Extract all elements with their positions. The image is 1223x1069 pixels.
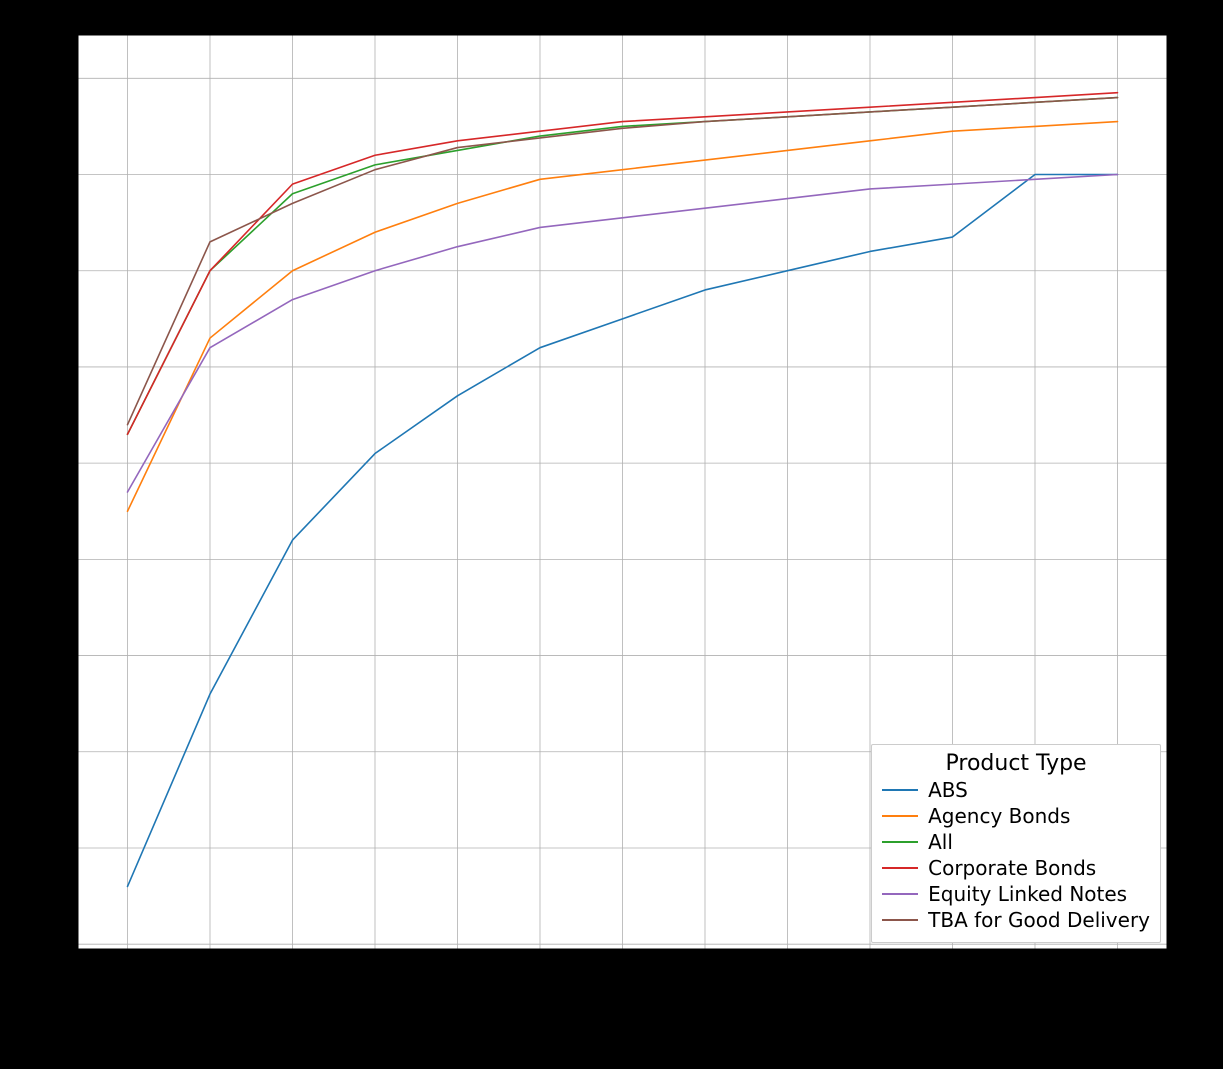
legend-swatch [882,867,918,869]
legend-swatch [882,919,918,921]
legend-row: TBA for Good Delivery [882,908,1150,932]
legend-swatch [882,893,918,895]
legend-row: Equity Linked Notes [882,882,1150,906]
legend-rows: ABSAgency BondsAllCorporate BondsEquity … [882,778,1150,932]
legend-row: ABS [882,778,1150,802]
legend-label: Corporate Bonds [928,856,1096,880]
legend-row: Agency Bonds [882,804,1150,828]
legend: Product Type ABSAgency BondsAllCorporate… [871,744,1161,943]
legend-label: Agency Bonds [928,804,1070,828]
legend-title: Product Type [882,751,1150,776]
legend-label: ABS [928,778,968,802]
legend-swatch [882,841,918,843]
legend-label: Equity Linked Notes [928,882,1127,906]
legend-label: All [928,830,953,854]
legend-row: All [882,830,1150,854]
legend-swatch [882,815,918,817]
legend-label: TBA for Good Delivery [928,908,1150,932]
line-chart: Product Type ABSAgency BondsAllCorporate… [0,0,1223,1069]
legend-row: Corporate Bonds [882,856,1150,880]
legend-swatch [882,789,918,791]
